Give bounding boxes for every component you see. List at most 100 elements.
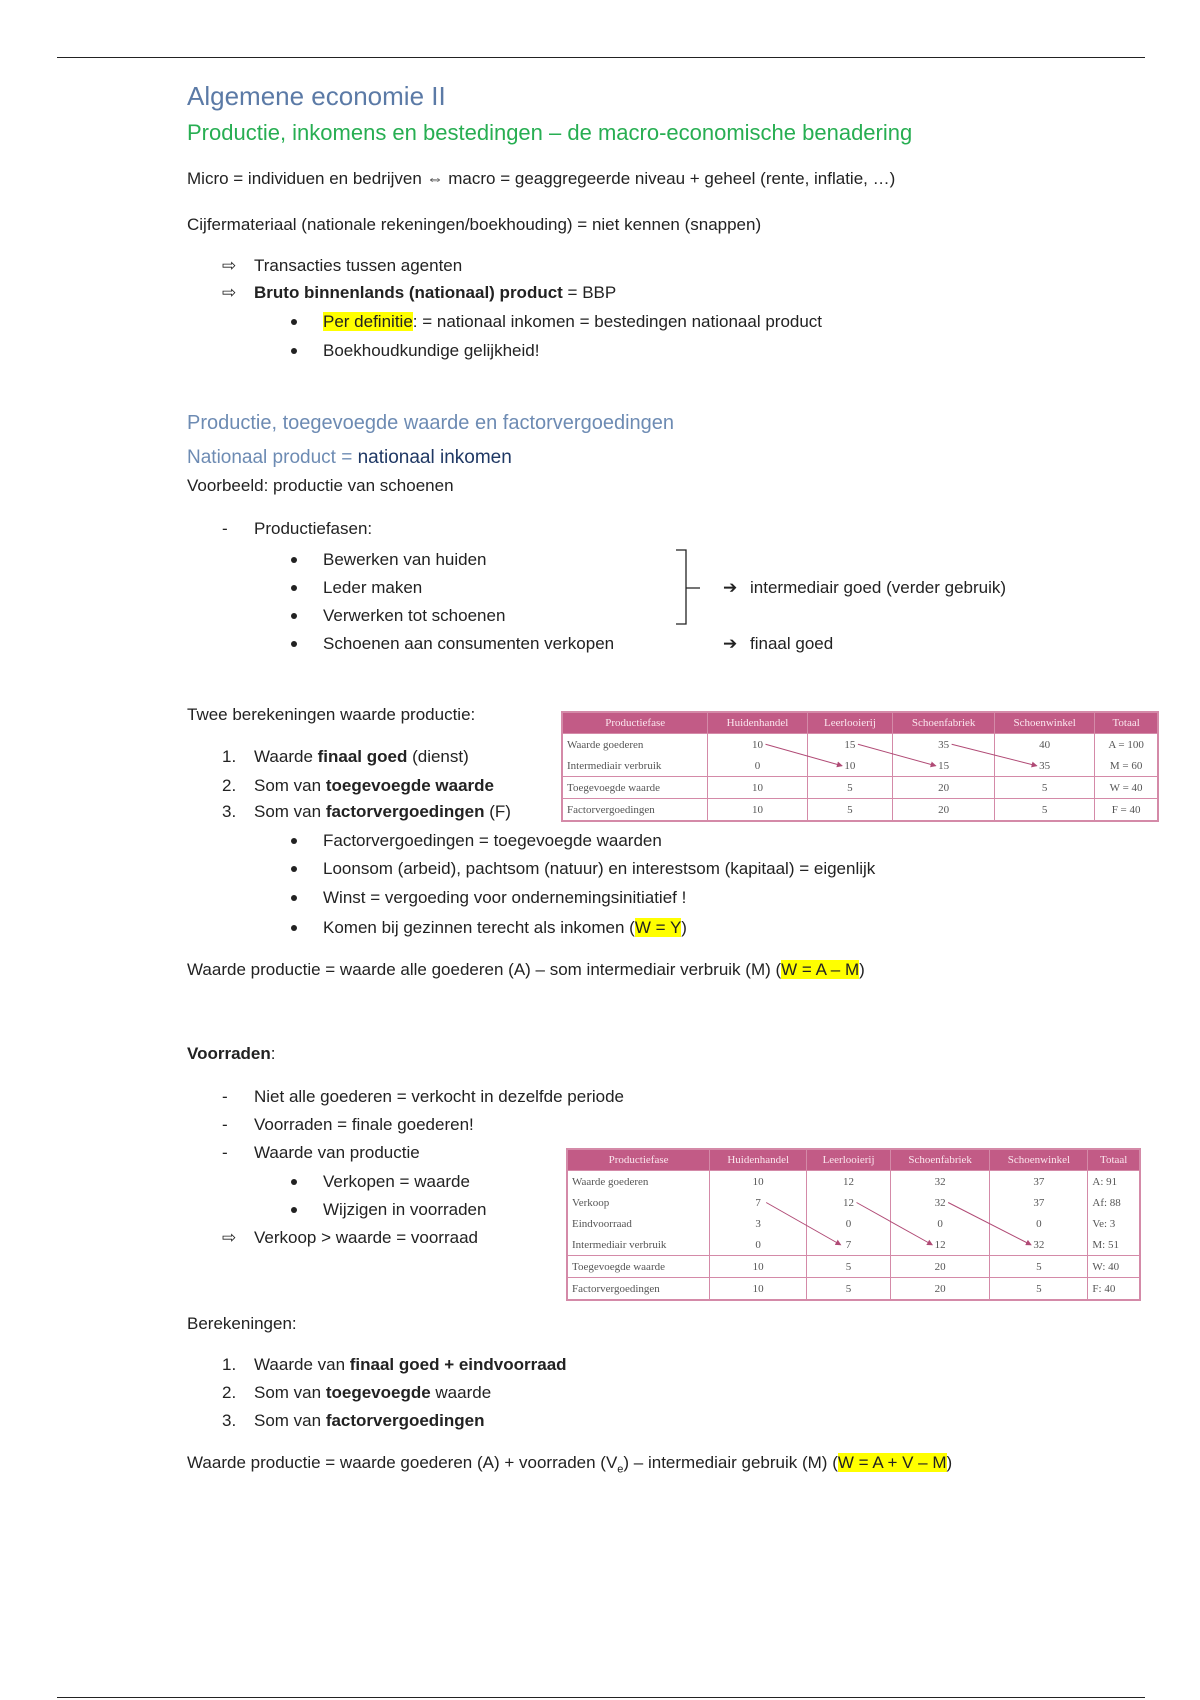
table-cell: 5	[994, 798, 1096, 821]
table-cell: 15	[892, 755, 996, 777]
table-row: Eindvoorraad 3 0 0 0 Ve: 3	[566, 1213, 1141, 1234]
fase-item: Bewerken van huiden	[323, 550, 487, 569]
table-cell: Waarde goederen	[566, 1170, 711, 1192]
table-cell: 20	[889, 1277, 991, 1300]
table-cell: 12	[806, 1170, 891, 1192]
column-header: Productiefase	[566, 1148, 711, 1171]
table-cell: A: 91	[1087, 1170, 1141, 1192]
list-item: Waarde van productie	[254, 1143, 420, 1162]
arrow-icon: ⇨	[222, 283, 237, 302]
sub-item: Verkopen = waarde	[323, 1172, 470, 1191]
table-row: Factorvergoedingen 10 5 20 5 F = 40	[561, 798, 1159, 821]
m-b: toegevoegde	[325, 1383, 431, 1402]
table-cell: 20	[892, 776, 996, 799]
bullet-icon	[291, 319, 297, 325]
column-header: Schoenfabriek	[892, 711, 996, 734]
method-item: 2. Som van toegevoegde waarde	[222, 1382, 491, 1404]
m-c: (dienst)	[407, 747, 469, 766]
table-cell: 37	[989, 1192, 1089, 1213]
table-cell: 35	[892, 733, 996, 755]
table-cell: 3	[709, 1213, 808, 1234]
t: e	[617, 1463, 624, 1476]
table-cell: Toegevoegde waarde	[566, 1255, 711, 1278]
list-item: Niet alle goederen = verkocht in dezelfd…	[254, 1087, 624, 1106]
bullet-icon	[291, 925, 297, 931]
formula-line: Waarde productie = waarde goederen (A) +…	[187, 1452, 952, 1480]
voorbeeld-line: Voorbeeld: productie van schoenen	[187, 476, 454, 495]
fase-item: Verwerken tot schoenen	[323, 606, 506, 625]
method-item: 3. Som van factorvergoedingen (F)	[222, 801, 511, 823]
table-cell: Toegevoegde waarde	[561, 776, 709, 799]
brace-icon	[676, 549, 700, 625]
table-cell: 10	[707, 776, 808, 799]
num: 2.	[222, 1383, 237, 1402]
verkoop-line: Verkoop > waarde = voorraad	[254, 1228, 478, 1247]
micro-line: Micro = individuen en bedrijven ⇔ macro …	[187, 169, 896, 188]
dash: -	[222, 519, 228, 538]
table-cell: 10	[709, 1277, 808, 1300]
header-rule	[57, 57, 1145, 58]
komen-line: Komen bij gezinnen terecht als inkomen (…	[323, 917, 687, 939]
table-row: Waarde goederen 10 15 35 40 A = 100	[561, 733, 1159, 755]
table-cell: 0	[806, 1213, 891, 1234]
list-item: Voorraden = finale goederen!	[254, 1115, 474, 1134]
dash: -	[222, 1143, 228, 1162]
table-cell: 7	[709, 1192, 808, 1213]
t: :	[270, 1044, 276, 1063]
bbp-line: Bruto binnenlands (nationaal) product = …	[254, 282, 616, 304]
table-productie: Productiefase Huidenhandel Leerlooierij Sch…	[561, 711, 1159, 822]
intermediair-label: intermediair goed (verder gebruik)	[750, 578, 1007, 597]
table-cell: 7	[806, 1234, 891, 1256]
table-cell: 35	[994, 755, 1096, 777]
table-cell: 20	[889, 1255, 991, 1278]
table-cell: 12	[806, 1192, 891, 1213]
section-heading: Productie, toegevoegde waarde en factorv…	[187, 412, 675, 434]
fase-item: Leder maken	[323, 578, 423, 597]
table-cell: 40	[994, 733, 1096, 755]
bullet-item: Loonsom (arbeid), pachtsom (natuur) en i…	[323, 859, 876, 878]
table-cell: 10	[707, 733, 808, 755]
table-cell: Intermediair verbruik	[561, 755, 709, 777]
perdef-line: Per definitie: = nationaal inkomen = bes…	[323, 311, 822, 333]
table-cell: M = 60	[1094, 755, 1159, 777]
table-cell: F: 40	[1087, 1277, 1141, 1300]
highlight: Per definitie	[323, 312, 413, 331]
table-cell: Factorvergoedingen	[561, 798, 709, 821]
bullet-icon	[291, 613, 297, 619]
m-a: Som van	[254, 1383, 326, 1402]
num: 2.	[222, 776, 237, 795]
table-cell: 10	[806, 755, 894, 777]
bullet-icon	[291, 838, 297, 844]
t: ) – intermediair gebruik (M) (	[623, 1453, 838, 1472]
page-title: Algemene economie II	[187, 81, 446, 111]
highlight: W = Y	[634, 918, 682, 937]
sub-item: Wijzigen in voorraden	[323, 1200, 487, 1219]
bullet-item: Factorvergoedingen = toegevoegde waarden	[323, 831, 662, 850]
column-header: Productiefase	[561, 711, 709, 734]
fase-item: Schoenen aan consumenten verkopen	[323, 634, 615, 653]
right-arrow-icon: ➔	[723, 634, 738, 653]
column-header: Totaal	[1087, 1148, 1141, 1171]
table-cell: 10	[709, 1255, 808, 1278]
t: Waarde productie = waarde alle goederen …	[187, 960, 782, 979]
column-header: Leerlooierij	[806, 711, 894, 734]
m-b: factorvergoedingen	[325, 1411, 485, 1430]
m-c: waarde	[430, 1383, 492, 1402]
table-cell: 5	[806, 1277, 891, 1300]
table-cell: 10	[707, 798, 808, 821]
table-cell: Af: 88	[1087, 1192, 1141, 1213]
method-item: 1. Waarde finaal goed (dienst)	[222, 746, 469, 768]
column-header: Schoenwinkel	[994, 711, 1096, 734]
num: 1.	[222, 747, 237, 766]
table-row: Toegevoegde waarde 10 5 20 5 W: 40	[566, 1255, 1141, 1278]
table-cell: M: 51	[1087, 1234, 1141, 1256]
table-cell: 0	[889, 1213, 991, 1234]
column-header: Huidenhandel	[709, 1148, 808, 1171]
page-subtitle: Productie, inkomens en bestedingen – de …	[187, 120, 913, 145]
table-cell: Ve: 3	[1087, 1213, 1141, 1234]
arrow-icon: ⇨	[222, 1228, 237, 1247]
bullet-icon	[291, 866, 297, 872]
table-cell: 5	[994, 776, 1096, 799]
bullet-icon	[291, 348, 297, 354]
